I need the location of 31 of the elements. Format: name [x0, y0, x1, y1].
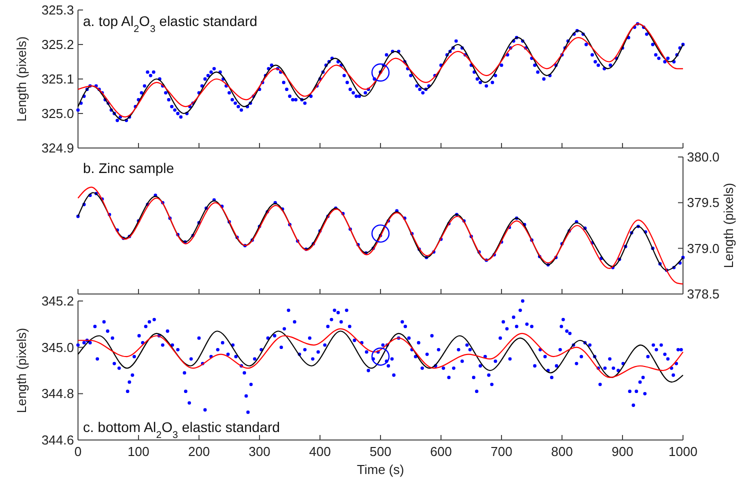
x-tick-label: 300	[248, 444, 270, 459]
x-axis-title: Time (s)	[356, 462, 404, 477]
x-tick-label: 700	[490, 444, 512, 459]
y-tick-label: 380.0	[687, 150, 720, 164]
text: c. bottom Al$_{2}$O$_{3}$ elastic standard	[83, 419, 280, 440]
y-axis-title: Length (pixels)	[721, 182, 736, 268]
y-tick-label: 325.1	[41, 72, 74, 86]
y-tick-label: 325.2	[41, 37, 74, 52]
y-tick-label: 344.8	[41, 386, 74, 402]
chart-title: a. top Al$_{2}$O$_{3}$ elastic standard	[83, 13, 258, 34]
x-tick-label: 100	[128, 444, 150, 459]
x-tick-label: 800	[551, 444, 573, 459]
y-tick-label: 379.0	[687, 240, 720, 256]
x-tick-label: 0	[74, 444, 82, 459]
x-tick-label: 1000	[668, 444, 698, 459]
y-axis-title: Length (pixels)	[14, 36, 29, 122]
y-tick-label: 378.5	[687, 286, 720, 302]
y-tick-label: 345.0	[41, 340, 74, 355]
x-tick-label: 200	[188, 444, 210, 459]
x-tick-label: 600	[430, 444, 452, 459]
y-tick-label: 325.0	[41, 106, 74, 121]
y-tick-label: 344.6	[41, 432, 74, 448]
y-tick-label: 379.5	[687, 195, 720, 210]
x-tick-label: 400	[309, 444, 331, 459]
chart-title: b. Zinc sample	[83, 160, 174, 176]
y-tick-label: 324.9	[41, 140, 74, 156]
y-tick-label: 325.3	[41, 2, 74, 18]
x-tick-label: 500	[370, 444, 392, 459]
y-tick-label: 345.2	[41, 294, 74, 308]
x-tick-label: 900	[612, 444, 634, 459]
y-axis-title: Length (pixels)	[14, 328, 29, 414]
